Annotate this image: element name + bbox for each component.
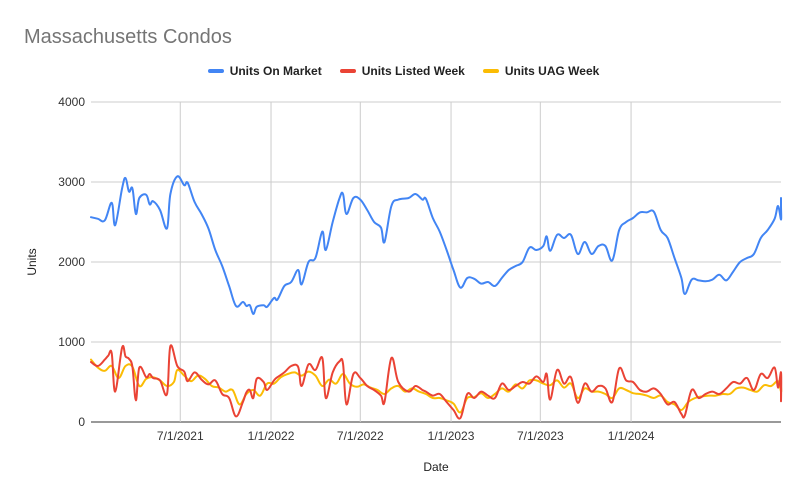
x-tick-label: 1/1/2023 bbox=[428, 429, 475, 443]
legend-item-units-listed-week[interactable]: Units Listed Week bbox=[339, 64, 465, 78]
legend-label: Units Listed Week bbox=[361, 64, 465, 78]
y-tick-label: 0 bbox=[78, 415, 85, 429]
axis-layer: 0 1000 2000 3000 4000 7/1/2021 1/1/2022 7/1/202… bbox=[58, 95, 654, 443]
grid-layer bbox=[91, 101, 781, 423]
chart-title: Massachusetts Condos bbox=[24, 26, 232, 48]
y-axis-title: Units bbox=[25, 248, 39, 275]
series-layer bbox=[90, 175, 783, 420]
legend-swatch bbox=[207, 69, 224, 73]
y-tick-label: 3000 bbox=[58, 175, 85, 189]
x-tick-label: 7/1/2021 bbox=[157, 429, 204, 443]
x-tick-label: 1/1/2022 bbox=[248, 429, 295, 443]
legend-item-units-on-market[interactable]: Units On Market bbox=[207, 64, 322, 78]
series-line-units-on-market[interactable] bbox=[90, 175, 783, 315]
series-line-units-listed-week[interactable] bbox=[90, 344, 783, 420]
y-tick-label: 4000 bbox=[58, 95, 85, 109]
x-axis-title: Date bbox=[423, 460, 449, 474]
legend-label: Units UAG Week bbox=[504, 64, 600, 78]
legend-item-units-uag-week[interactable]: Units UAG Week bbox=[482, 64, 600, 78]
legend-swatch bbox=[339, 69, 356, 73]
x-tick-label: 7/1/2022 bbox=[337, 429, 384, 443]
x-tick-label: 1/1/2024 bbox=[608, 429, 655, 443]
x-tick-label: 7/1/2023 bbox=[517, 429, 564, 443]
legend-label: Units On Market bbox=[229, 64, 322, 78]
y-tick-label: 1000 bbox=[58, 335, 85, 349]
y-tick-label: 2000 bbox=[58, 255, 85, 269]
series-line-units-uag-week[interactable] bbox=[90, 358, 783, 414]
legend: Units On Market Units Listed Week Units … bbox=[0, 64, 807, 78]
legend-swatch bbox=[482, 69, 499, 73]
